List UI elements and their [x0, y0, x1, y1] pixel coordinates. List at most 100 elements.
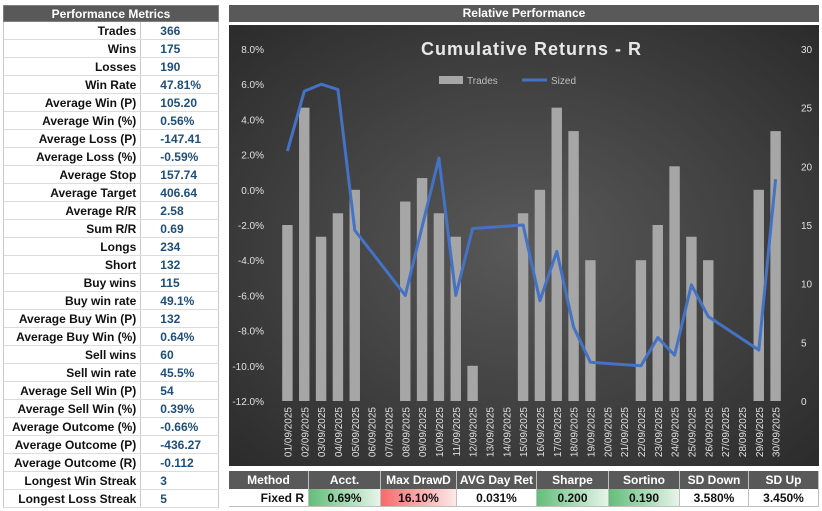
stats-header-cell: SD Down	[680, 471, 749, 489]
x-tick-label: 16/09/2025	[536, 407, 547, 457]
trades-bar	[686, 236, 697, 401]
stats-value-cell: 0.69%	[309, 489, 381, 507]
metric-row: Losses 190	[3, 58, 219, 76]
metric-value: 190	[141, 58, 219, 75]
stats-header-cell: AVG Day Ret	[457, 471, 537, 489]
x-tick-label: 25/09/2025	[687, 407, 698, 457]
y-left-tick-label: 0.0%	[241, 186, 264, 197]
y-left-tick-label: 6.0%	[241, 80, 264, 91]
x-tick-label: 13/09/2025	[485, 407, 496, 457]
trades-bar	[450, 236, 461, 401]
y-left-tick-label: -6.0%	[238, 291, 264, 302]
metric-label: Longs	[4, 238, 142, 255]
metric-label: Average Sell Win (%)	[4, 400, 142, 417]
x-tick-label: 29/09/2025	[755, 407, 766, 457]
performance-metrics-table: Performance Metrics Trades 366 Wins 175 Loss…	[3, 5, 219, 508]
metric-row: Average R/R 2.58	[3, 202, 219, 220]
trades-bar	[467, 365, 478, 401]
metric-label: Trades	[4, 22, 142, 39]
trades-bar	[517, 213, 529, 401]
chart-title: Cumulative Returns - R	[421, 39, 642, 59]
metric-value: -436.27	[141, 436, 219, 453]
stats-header-cell: Max DrawD	[381, 471, 457, 489]
metric-row: Average Loss (P) -147.41	[3, 130, 219, 148]
metric-row: Average Win (P) 105.20	[3, 94, 219, 112]
stats-header-cell: Sortino	[609, 471, 680, 489]
metric-value: 132	[141, 310, 219, 327]
metric-value: 157.74	[141, 166, 219, 183]
metric-value: 5	[141, 490, 219, 507]
metric-label: Average Sell Win (P)	[4, 382, 142, 399]
metric-label: Average Buy Win (%)	[4, 328, 142, 345]
x-tick-label: 23/09/2025	[654, 407, 665, 457]
trades-bar	[400, 201, 411, 401]
metric-row: Longest Loss Streak 5	[3, 490, 219, 508]
metric-label: Average Win (P)	[4, 94, 142, 111]
x-tick-label: 11/09/2025	[452, 407, 463, 457]
metric-value: 132	[141, 256, 219, 273]
metric-value: 3	[141, 472, 219, 489]
stats-value-cell: 3.580%	[680, 489, 749, 507]
metric-label: Losses	[4, 58, 142, 75]
metric-label: Average Stop	[4, 166, 142, 183]
x-tick-label: 20/09/2025	[603, 407, 614, 457]
y-left-tick-label: -10.0%	[232, 362, 264, 373]
stats-value-cell: 0.190	[609, 489, 680, 507]
trades-bar	[568, 131, 579, 401]
metric-label: Sell win rate	[4, 364, 142, 381]
trades-bar	[299, 107, 310, 402]
metric-row: Trades 366	[3, 22, 219, 40]
metric-value: 45.5%	[141, 364, 219, 381]
y-left-tick-label: -8.0%	[238, 327, 264, 338]
metric-label: Average Target	[4, 184, 142, 201]
metric-row: Win Rate 47.81%	[3, 76, 219, 94]
y-right-tick-label: 25	[801, 104, 813, 115]
metric-row: Average Outcome (P) -436.27	[3, 436, 219, 454]
stats-header-cell: SD Up	[749, 471, 819, 489]
metric-row: Sell win rate 45.5%	[3, 364, 219, 382]
y-right-tick-label: 0	[801, 397, 807, 408]
metric-label: Win Rate	[4, 76, 142, 93]
metric-value: 60	[141, 346, 219, 363]
x-tick-label: 15/09/2025	[519, 407, 530, 457]
x-tick-label: 21/09/2025	[620, 407, 631, 457]
y-right-tick-label: 15	[801, 221, 813, 232]
stats-value-cell: 3.450%	[749, 489, 819, 507]
trades-bar	[332, 213, 344, 401]
trades-bar	[585, 260, 596, 401]
metric-value: 406.64	[141, 184, 219, 201]
metric-row: Average Stop 157.74	[3, 166, 219, 184]
metric-value: -0.66%	[141, 418, 219, 435]
metric-label: Average Loss (P)	[4, 130, 142, 147]
metric-label: Short	[4, 256, 142, 273]
x-tick-label: 01/09/2025	[283, 407, 294, 457]
legend-sized-label: Sized	[551, 76, 576, 87]
chart-svg: Cumulative Returns - R Trades Sized -12.0% -…	[232, 39, 813, 457]
metric-row: Average Outcome (R) -0.112	[3, 454, 219, 472]
stats-value-cell: 0.031%	[457, 489, 537, 507]
metric-value: 54	[141, 382, 219, 399]
x-tick-label: 26/09/2025	[704, 407, 715, 457]
metric-value: 366	[141, 22, 219, 39]
metric-label: Sell wins	[4, 346, 142, 363]
relative-performance-title: Relative Performance	[229, 5, 819, 22]
metric-value: 234	[141, 238, 219, 255]
metric-row: Average Buy Win (%) 0.64%	[3, 328, 219, 346]
performance-metrics-title: Performance Metrics	[3, 5, 219, 22]
metric-row: Average Sell Win (%) 0.39%	[3, 400, 219, 418]
metric-label: Average Outcome (P)	[4, 436, 142, 453]
metric-value: -147.41	[141, 130, 219, 147]
metric-label: Longest Win Streak	[4, 472, 142, 489]
y-left-tick-label: -12.0%	[232, 397, 264, 408]
stats-data-row: Fixed R 0.69% 16.10% 0.031% 0.200 0.190 3.580%…	[229, 489, 819, 507]
metric-row: Buy wins 115	[3, 274, 219, 292]
metric-label: Average R/R	[4, 202, 142, 219]
sized-line	[285, 82, 778, 368]
legend-trades-swatch	[439, 76, 463, 84]
stats-header-cell: Method	[229, 471, 309, 489]
stats-value-cell: 0.200	[537, 489, 609, 507]
metric-row: Average Outcome (%) -0.66%	[3, 418, 219, 436]
y-left-tick-label: -4.0%	[238, 256, 264, 267]
metric-row: Longest Win Streak 3	[3, 472, 219, 490]
stats-header-cell: Acct. Return	[309, 471, 381, 505]
